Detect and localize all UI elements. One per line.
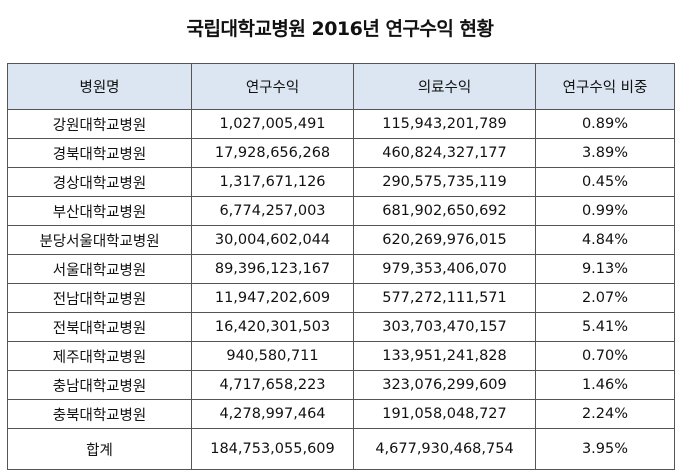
medical-revenue-cell: 979,353,406,070 xyxy=(353,254,536,284)
medical-revenue-cell: 290,575,735,119 xyxy=(353,167,536,197)
header-research-revenue: 연구수익 xyxy=(191,63,354,110)
hospital-name-cell: 부산대학교병원 xyxy=(7,196,192,226)
research-share-cell: 4.84% xyxy=(535,225,675,255)
research-share-cell: 0.99% xyxy=(535,196,675,226)
total-row: 합계 184,753,055,609 4,677,930,468,754 3.9… xyxy=(7,428,675,470)
total-label-cell: 합계 xyxy=(7,428,192,470)
table-row: 경상대학교병원 1,317,671,126 290,575,735,119 0.… xyxy=(7,167,675,197)
medical-revenue-cell: 323,076,299,609 xyxy=(353,370,536,400)
research-revenue-cell: 1,027,005,491 xyxy=(191,109,354,139)
table-row: 강원대학교병원 1,027,005,491 115,943,201,789 0.… xyxy=(7,109,675,139)
hospital-name-cell: 경상대학교병원 xyxy=(7,167,192,197)
hospital-name-cell: 충북대학교병원 xyxy=(7,399,192,429)
research-share-cell: 0.89% xyxy=(535,109,675,139)
table-row: 충북대학교병원 4,278,997,464 191,058,048,727 2.… xyxy=(7,399,675,429)
table-row: 분당서울대학교병원 30,004,602,044 620,269,976,015… xyxy=(7,225,675,255)
research-revenue-cell: 940,580,711 xyxy=(191,341,354,371)
total-medical-revenue-cell: 4,677,930,468,754 xyxy=(353,428,536,470)
research-share-cell: 0.45% xyxy=(535,167,675,197)
research-revenue-cell: 16,420,301,503 xyxy=(191,312,354,342)
hospital-name-cell: 전북대학교병원 xyxy=(7,312,192,342)
research-revenue-table: 병원명 연구수익 의료수익 연구수익 비중 강원대학교병원 1,027,005,… xyxy=(7,63,675,470)
medical-revenue-cell: 191,058,048,727 xyxy=(353,399,536,429)
header-row: 병원명 연구수익 의료수익 연구수익 비중 xyxy=(7,63,675,110)
medical-revenue-cell: 115,943,201,789 xyxy=(353,109,536,139)
research-share-cell: 2.07% xyxy=(535,283,675,313)
page-title: 국립대학교병원 2016년 연구수익 현황 xyxy=(186,18,494,40)
research-share-cell: 3.89% xyxy=(535,138,675,168)
hospital-name-cell: 전남대학교병원 xyxy=(7,283,192,313)
research-revenue-cell: 6,774,257,003 xyxy=(191,196,354,226)
hospital-name-cell: 강원대학교병원 xyxy=(7,109,192,139)
research-revenue-cell: 30,004,602,044 xyxy=(191,225,354,255)
hospital-name-cell: 경북대학교병원 xyxy=(7,138,192,168)
total-research-share-cell: 3.95% xyxy=(535,428,675,470)
medical-revenue-cell: 577,272,111,571 xyxy=(353,283,536,313)
research-share-cell: 0.70% xyxy=(535,341,675,371)
research-revenue-cell: 1,317,671,126 xyxy=(191,167,354,197)
medical-revenue-cell: 133,951,241,828 xyxy=(353,341,536,371)
table-row: 부산대학교병원 6,774,257,003 681,902,650,692 0.… xyxy=(7,196,675,226)
hospital-name-cell: 제주대학교병원 xyxy=(7,341,192,371)
research-revenue-cell: 17,928,656,268 xyxy=(191,138,354,168)
medical-revenue-cell: 460,824,327,177 xyxy=(353,138,536,168)
research-revenue-cell: 89,396,123,167 xyxy=(191,254,354,284)
hospital-name-cell: 분당서울대학교병원 xyxy=(7,225,192,255)
table-row: 서울대학교병원 89,396,123,167 979,353,406,070 9… xyxy=(7,254,675,284)
hospital-name-cell: 충남대학교병원 xyxy=(7,370,192,400)
research-share-cell: 1.46% xyxy=(535,370,675,400)
table-row: 경북대학교병원 17,928,656,268 460,824,327,177 3… xyxy=(7,138,675,168)
table-row: 전남대학교병원 11,947,202,609 577,272,111,571 2… xyxy=(7,283,675,313)
total-research-revenue-cell: 184,753,055,609 xyxy=(191,428,354,470)
header-hospital-name: 병원명 xyxy=(7,63,192,110)
table-row: 전북대학교병원 16,420,301,503 303,703,470,157 5… xyxy=(7,312,675,342)
table-row: 제주대학교병원 940,580,711 133,951,241,828 0.70… xyxy=(7,341,675,371)
header-research-share: 연구수익 비중 xyxy=(535,63,675,110)
medical-revenue-cell: 681,902,650,692 xyxy=(353,196,536,226)
header-medical-revenue: 의료수익 xyxy=(353,63,536,110)
hospital-name-cell: 서울대학교병원 xyxy=(7,254,192,284)
medical-revenue-cell: 303,703,470,157 xyxy=(353,312,536,342)
research-share-cell: 5.41% xyxy=(535,312,675,342)
research-share-cell: 9.13% xyxy=(535,254,675,284)
research-revenue-cell: 11,947,202,609 xyxy=(191,283,354,313)
table-row: 충남대학교병원 4,717,658,223 323,076,299,609 1.… xyxy=(7,370,675,400)
medical-revenue-cell: 620,269,976,015 xyxy=(353,225,536,255)
research-revenue-cell: 4,278,997,464 xyxy=(191,399,354,429)
research-revenue-cell: 4,717,658,223 xyxy=(191,370,354,400)
research-share-cell: 2.24% xyxy=(535,399,675,429)
